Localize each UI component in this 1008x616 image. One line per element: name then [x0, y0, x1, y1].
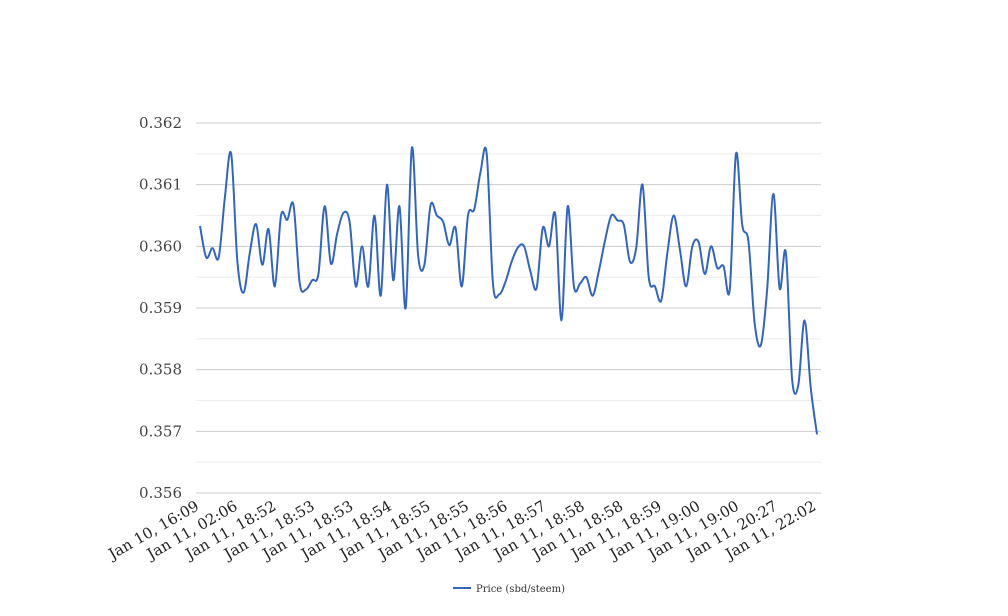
y-tick-label: 0.362 [139, 114, 182, 132]
y-tick-label: 0.361 [139, 176, 182, 194]
grid-lines [196, 122, 821, 494]
y-tick-label: 0.357 [139, 422, 182, 440]
price-series-line [199, 146, 818, 435]
y-tick-label: 0.356 [139, 484, 182, 502]
y-tick-label: 0.359 [139, 299, 182, 317]
legend-label: Price (sbd/steem) [476, 584, 565, 595]
y-tick-label: 0.360 [139, 237, 182, 255]
legend: Price (sbd/steem) [453, 584, 565, 595]
series-layer [199, 146, 818, 435]
y-axis-ticks: 0.356 0.357 0.358 0.359 0.360 0.361 0.362 [139, 114, 182, 502]
y-tick-label: 0.358 [139, 361, 182, 379]
